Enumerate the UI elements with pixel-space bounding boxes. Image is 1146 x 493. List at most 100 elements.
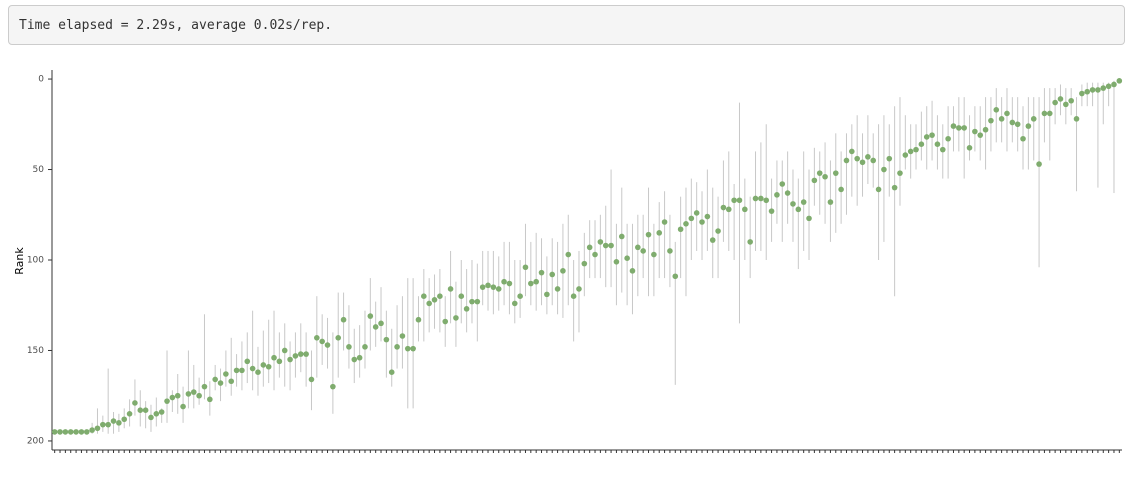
- point: [752, 195, 759, 202]
- point: [592, 251, 598, 258]
- point: [479, 284, 486, 290]
- point: [431, 297, 438, 303]
- point: [688, 215, 695, 222]
- point: [78, 429, 85, 435]
- point: [972, 128, 978, 135]
- point: [303, 351, 309, 357]
- point: [554, 286, 561, 292]
- point: [651, 251, 657, 258]
- point: [506, 280, 513, 287]
- point: [720, 204, 727, 211]
- point: [843, 157, 850, 164]
- point: [881, 166, 887, 173]
- point: [201, 383, 208, 390]
- point: [351, 356, 358, 363]
- point: [57, 429, 63, 435]
- y-tick-label: 0: [38, 75, 44, 85]
- point: [437, 293, 443, 299]
- point: [570, 293, 577, 299]
- point: [1020, 135, 1026, 142]
- point: [977, 132, 984, 138]
- point: [832, 170, 839, 176]
- point: [1014, 121, 1021, 128]
- point: [1057, 96, 1064, 102]
- point: [1009, 119, 1016, 126]
- point: [602, 242, 609, 249]
- y-axis-label: Rank: [13, 247, 26, 275]
- y-tick-label: 50: [33, 165, 45, 175]
- point: [367, 313, 374, 319]
- point: [982, 126, 989, 133]
- point: [1025, 123, 1032, 129]
- point: [661, 219, 668, 225]
- point: [281, 347, 288, 354]
- point: [913, 146, 919, 153]
- point: [185, 391, 192, 397]
- point: [511, 300, 518, 307]
- point: [806, 215, 812, 222]
- point: [923, 134, 930, 140]
- point: [1046, 110, 1053, 117]
- point: [383, 336, 390, 343]
- point: [870, 157, 877, 164]
- point: [993, 107, 1000, 113]
- point: [763, 197, 770, 204]
- point: [838, 186, 844, 193]
- point: [324, 342, 331, 348]
- point: [100, 421, 106, 428]
- point: [1052, 99, 1058, 106]
- point: [346, 344, 352, 350]
- point: [560, 268, 566, 274]
- point: [356, 354, 363, 361]
- point: [116, 420, 122, 426]
- console-output: Time elapsed = 2.29s, average 0.02s/rep.: [8, 5, 1125, 45]
- point: [174, 392, 181, 399]
- point: [902, 152, 909, 158]
- point: [158, 409, 165, 415]
- point: [458, 293, 465, 299]
- point: [121, 416, 128, 423]
- point: [276, 358, 283, 365]
- point: [827, 199, 834, 205]
- y-tick-label: 200: [27, 436, 44, 446]
- point: [918, 141, 925, 147]
- point: [308, 376, 315, 383]
- point: [442, 318, 449, 325]
- point: [89, 427, 95, 433]
- point: [800, 199, 807, 205]
- point: [736, 197, 743, 204]
- point: [934, 141, 941, 147]
- point: [929, 132, 935, 138]
- point: [667, 248, 673, 254]
- point: [228, 378, 235, 385]
- point: [447, 286, 454, 292]
- point: [265, 363, 272, 370]
- point: [715, 228, 721, 234]
- point: [372, 324, 379, 330]
- point: [239, 367, 245, 374]
- point: [998, 116, 1005, 122]
- point: [891, 184, 898, 191]
- point: [704, 213, 711, 220]
- point: [1068, 97, 1074, 104]
- point: [169, 394, 176, 401]
- point: [1063, 101, 1069, 108]
- point: [656, 230, 663, 236]
- point: [249, 365, 256, 372]
- point: [404, 345, 411, 352]
- point: [164, 398, 170, 404]
- point: [1116, 78, 1123, 84]
- point: [950, 123, 957, 129]
- point: [1111, 81, 1117, 88]
- point: [640, 248, 646, 254]
- point: [731, 197, 737, 204]
- point: [126, 411, 133, 417]
- point: [1030, 116, 1037, 122]
- point: [180, 403, 186, 410]
- point: [608, 242, 614, 249]
- point: [1089, 87, 1096, 93]
- point: [677, 226, 684, 233]
- point: [581, 260, 588, 267]
- point: [1105, 83, 1112, 90]
